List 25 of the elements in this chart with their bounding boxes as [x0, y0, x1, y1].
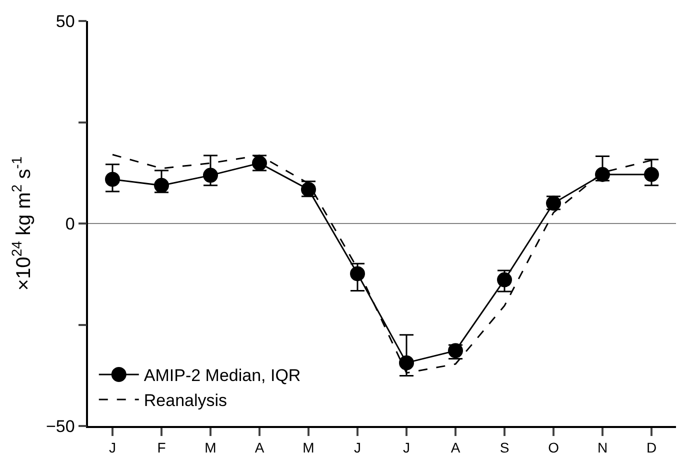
x-tick-label: M	[204, 440, 216, 456]
point	[154, 178, 169, 193]
x-tick-label: S	[500, 440, 510, 456]
y-tick-label: −50	[46, 416, 75, 436]
x-tick-label: A	[254, 440, 265, 456]
point	[105, 172, 120, 187]
x-tick-label: F	[157, 440, 166, 456]
point	[497, 272, 512, 288]
x-tick-label: J	[109, 440, 116, 456]
point	[644, 167, 659, 182]
legend-label: Reanalysis	[144, 391, 228, 410]
x-tick-label: N	[597, 440, 608, 456]
y-tick-label: 0	[65, 214, 75, 234]
point	[203, 168, 218, 183]
x-tick-label: J	[354, 440, 361, 456]
point	[595, 167, 610, 182]
legend-label: AMIP-2 Median, IQR	[144, 366, 301, 386]
y-tick-label: 50	[56, 12, 75, 31]
x-tick-label: A	[450, 440, 461, 456]
x-tick-label: M	[302, 440, 314, 456]
x-tick-label: O	[548, 440, 560, 456]
point	[350, 266, 365, 282]
point	[399, 355, 414, 370]
x-tick-label: J	[403, 440, 410, 456]
x-tick-label: D	[646, 440, 657, 456]
